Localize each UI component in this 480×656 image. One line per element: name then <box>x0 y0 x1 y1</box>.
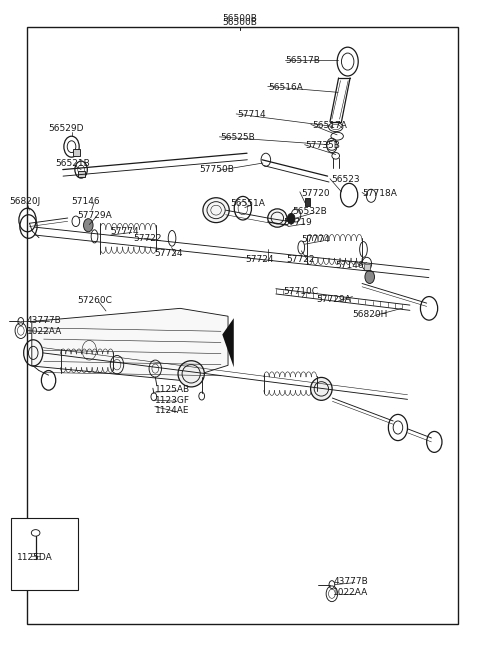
Bar <box>11 518 78 590</box>
Text: 57774: 57774 <box>110 226 138 236</box>
Circle shape <box>288 213 295 224</box>
Text: 57146: 57146 <box>336 260 364 270</box>
Text: 57718A: 57718A <box>362 189 397 197</box>
Text: 57714: 57714 <box>237 110 266 119</box>
Text: 1125AB: 1125AB <box>156 385 191 394</box>
Text: 56523: 56523 <box>331 175 360 184</box>
Ellipse shape <box>203 197 229 222</box>
Text: 1022AA: 1022AA <box>27 327 62 337</box>
Text: 57729A: 57729A <box>316 295 351 304</box>
Bar <box>305 197 311 205</box>
Text: 1124AE: 1124AE <box>156 406 190 415</box>
Text: 56525B: 56525B <box>220 133 255 142</box>
Text: 57724: 57724 <box>246 255 274 264</box>
Text: 1125DA: 1125DA <box>17 552 53 562</box>
Text: 57722: 57722 <box>134 234 162 243</box>
Text: 57735B: 57735B <box>306 141 340 150</box>
Bar <box>73 150 80 156</box>
Text: 1022AA: 1022AA <box>333 588 369 597</box>
Ellipse shape <box>268 209 287 227</box>
Ellipse shape <box>178 361 204 387</box>
Text: 57720: 57720 <box>301 189 329 197</box>
Text: 43777B: 43777B <box>27 316 62 325</box>
Text: 57750B: 57750B <box>199 165 234 174</box>
Text: 57729A: 57729A <box>77 211 111 220</box>
Text: 57724: 57724 <box>154 249 182 258</box>
Text: 56517B: 56517B <box>286 56 320 66</box>
Text: 56500B: 56500B <box>223 14 257 23</box>
Ellipse shape <box>311 377 332 400</box>
Text: 56551A: 56551A <box>230 199 265 208</box>
Text: 57260C: 57260C <box>77 296 112 305</box>
Text: 43777B: 43777B <box>333 577 368 586</box>
Text: 56521B: 56521B <box>56 159 91 168</box>
Bar <box>78 171 85 177</box>
Text: 57774: 57774 <box>301 235 329 244</box>
Text: 56500B: 56500B <box>223 18 257 28</box>
Text: 56516A: 56516A <box>269 83 303 92</box>
Circle shape <box>84 218 93 232</box>
Text: 1123GF: 1123GF <box>156 396 190 405</box>
Text: 56529D: 56529D <box>48 125 84 134</box>
Polygon shape <box>32 308 228 380</box>
Text: 56820J: 56820J <box>9 197 40 206</box>
Text: 56517A: 56517A <box>312 121 347 130</box>
Bar <box>364 264 370 270</box>
Text: 57710C: 57710C <box>283 287 318 296</box>
Text: 57719: 57719 <box>283 218 312 227</box>
Text: 57146: 57146 <box>72 197 100 206</box>
Circle shape <box>365 270 374 283</box>
Polygon shape <box>222 318 234 367</box>
Text: 56532B: 56532B <box>293 207 327 216</box>
Text: 56820H: 56820H <box>352 310 388 319</box>
Text: 57722: 57722 <box>286 255 314 264</box>
